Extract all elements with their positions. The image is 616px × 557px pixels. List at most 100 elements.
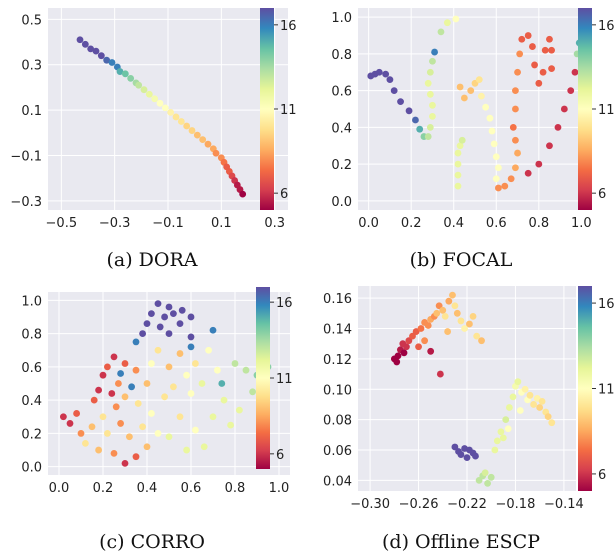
data-point bbox=[475, 76, 483, 84]
y-tick-label: 0.0 bbox=[21, 461, 42, 476]
data-point bbox=[495, 164, 502, 172]
data-point bbox=[108, 59, 116, 66]
data-point bbox=[154, 430, 162, 437]
data-point bbox=[454, 149, 462, 157]
data-point bbox=[121, 360, 129, 367]
data-point bbox=[486, 114, 494, 122]
data-point bbox=[165, 330, 173, 337]
data-point bbox=[516, 407, 524, 414]
data-point bbox=[121, 393, 129, 401]
data-point bbox=[405, 337, 413, 345]
data-point bbox=[478, 337, 485, 345]
y-tick-label: 0.0 bbox=[331, 195, 352, 210]
data-point bbox=[125, 433, 133, 441]
data-point bbox=[132, 366, 140, 374]
data-point bbox=[90, 396, 98, 404]
colorbar-tick-label: 6 bbox=[276, 448, 284, 463]
data-point bbox=[467, 87, 475, 95]
data-point bbox=[151, 95, 159, 103]
data-point bbox=[192, 426, 199, 434]
data-point bbox=[108, 390, 116, 397]
data-point bbox=[165, 433, 173, 441]
colorbar-tick-label: 11 bbox=[280, 103, 297, 118]
data-point bbox=[88, 423, 96, 431]
data-point bbox=[115, 380, 122, 387]
x-tick-label: −0.1 bbox=[152, 216, 184, 231]
data-point bbox=[454, 160, 462, 168]
data-point bbox=[178, 306, 186, 314]
data-point bbox=[460, 94, 468, 102]
data-point bbox=[187, 343, 195, 351]
y-tick-label: 0.10 bbox=[323, 383, 352, 398]
data-point bbox=[148, 310, 155, 318]
data-point bbox=[156, 99, 164, 107]
data-point bbox=[154, 300, 162, 308]
data-point bbox=[535, 79, 543, 87]
colorbar-tick-label: 11 bbox=[598, 103, 615, 118]
data-point bbox=[405, 107, 413, 115]
x-tick-label: 0.2 bbox=[93, 481, 114, 496]
data-point bbox=[451, 443, 459, 451]
data-point bbox=[220, 396, 228, 404]
data-point bbox=[400, 349, 408, 357]
data-point bbox=[204, 140, 212, 148]
data-point bbox=[488, 127, 496, 135]
y-tick-label: 0.6 bbox=[331, 85, 352, 100]
x-tick-label: −0.22 bbox=[447, 497, 487, 512]
data-point bbox=[429, 101, 436, 109]
x-tick-label: 0.4 bbox=[137, 481, 158, 496]
data-point bbox=[394, 352, 402, 360]
colorbar-tick-label: 16 bbox=[598, 297, 615, 312]
data-point bbox=[227, 421, 235, 429]
x-tick-label: −0.14 bbox=[544, 497, 584, 512]
data-point bbox=[426, 68, 434, 76]
x-tick-label: −0.30 bbox=[350, 497, 390, 512]
data-point bbox=[127, 74, 135, 82]
data-point bbox=[431, 48, 438, 56]
data-point bbox=[121, 70, 129, 78]
data-point bbox=[501, 182, 509, 190]
data-point bbox=[386, 76, 394, 84]
x-tick-label: 0.0 bbox=[49, 481, 70, 496]
data-point bbox=[453, 309, 461, 317]
data-point bbox=[463, 454, 471, 461]
x-tick-label: 0.0 bbox=[358, 216, 379, 231]
data-point bbox=[466, 320, 473, 328]
panel-caption: (c) CORRO bbox=[99, 531, 205, 553]
data-point bbox=[165, 363, 173, 371]
data-point bbox=[399, 340, 407, 348]
colorbar-tick-label: 11 bbox=[598, 383, 615, 398]
data-point bbox=[514, 68, 521, 76]
data-point bbox=[170, 310, 177, 318]
data-point bbox=[139, 330, 147, 337]
x-tick-label: −0.5 bbox=[46, 216, 78, 231]
data-point bbox=[82, 439, 89, 447]
data-point bbox=[473, 332, 481, 340]
x-tick-label: 1.0 bbox=[269, 481, 290, 496]
data-point bbox=[209, 413, 217, 421]
colorbar bbox=[260, 8, 274, 210]
data-point bbox=[530, 401, 538, 408]
data-point bbox=[242, 366, 250, 374]
data-point bbox=[375, 68, 383, 76]
data-point bbox=[66, 420, 74, 427]
data-point bbox=[218, 380, 226, 387]
x-tick-label: −0.26 bbox=[399, 497, 439, 512]
data-point bbox=[518, 35, 526, 43]
data-point bbox=[81, 40, 89, 48]
data-point bbox=[412, 328, 420, 335]
data-point bbox=[121, 459, 129, 467]
data-point bbox=[514, 149, 521, 157]
data-point bbox=[457, 317, 465, 325]
data-point bbox=[492, 153, 500, 161]
data-point bbox=[134, 400, 142, 407]
data-point bbox=[456, 142, 464, 150]
y-tick-label: 0.4 bbox=[21, 394, 42, 409]
data-point bbox=[546, 35, 553, 43]
data-point bbox=[135, 81, 143, 89]
data-point bbox=[538, 398, 546, 405]
data-point bbox=[469, 312, 477, 320]
data-point bbox=[132, 338, 140, 346]
data-point bbox=[512, 105, 519, 113]
data-point bbox=[504, 425, 512, 433]
